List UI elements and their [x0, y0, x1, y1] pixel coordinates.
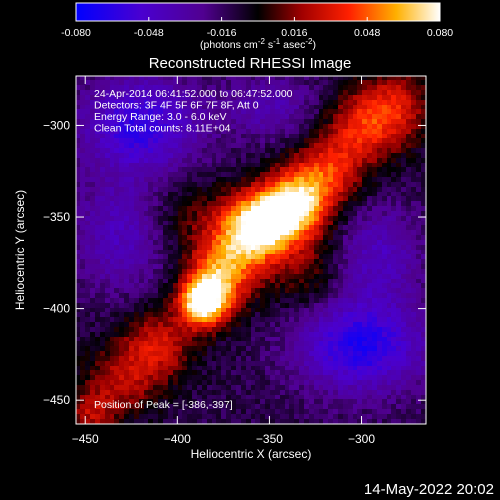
colorbar-tick-label: 0.080	[427, 27, 453, 39]
unit-text: s	[265, 39, 273, 51]
y-tick-label: −350	[43, 210, 70, 224]
unit-text: (photons cm	[200, 39, 258, 51]
footer-date: 14-May-2022 20:02	[363, 481, 494, 498]
chart-title: Reconstructed RHESSI Image	[149, 55, 352, 72]
x-tick-label: −300	[348, 432, 375, 446]
annotations: 24-Apr-2014 06:41:52.000 to 06:47:52.000…	[94, 88, 293, 135]
colorbar: -0.080 -0.048 -0.016 0.016 0.048 0.080 (photo…	[61, 2, 453, 51]
unit-exponent: -1	[273, 37, 281, 46]
x-tick-label: −400	[164, 432, 191, 446]
unit-text: )	[312, 39, 316, 51]
colorbar-tick-label: -0.080	[61, 27, 91, 39]
colorbar-tick-label: 0.048	[354, 27, 380, 39]
x-tick-label: −350	[256, 432, 283, 446]
peak-position-label: Position of Peak = [-386,-397]	[94, 399, 233, 411]
annotation-line: 24-Apr-2014 06:41:52.000 to 06:47:52.000	[94, 88, 293, 100]
annotation-line: Energy Range: 3.0 - 6.0 keV	[94, 111, 227, 123]
axis-ticks: −450 −400 −350 −300 −450 −400 −350 −300	[43, 76, 426, 446]
colorbar-tick-label: 0.016	[281, 27, 307, 39]
x-axis-label: Heliocentric X (arcsec)	[191, 447, 312, 461]
colorbar-ticks: -0.080 -0.048 -0.016 0.016 0.048 0.080	[61, 17, 453, 39]
colorbar-tick-label: -0.048	[134, 27, 164, 39]
annotation-line: Detectors: 3F 4F 5F 6F 7F 8F, Att 0	[94, 100, 259, 112]
y-tick-label: −400	[43, 302, 70, 316]
colorbar-tick-label: -0.016	[207, 27, 237, 39]
unit-exponent: -2	[258, 37, 266, 46]
plot-area: −450 −400 −350 −300 −450 −400 −350 −300 24-Apr-…	[43, 75, 427, 446]
x-tick-label: −450	[72, 432, 99, 446]
heatmap-image	[76, 76, 426, 424]
unit-text: asec	[280, 39, 305, 51]
colorbar-unit: (photons cm-2 s-1 asec-2)	[200, 37, 316, 51]
annotation-line: Clean Total counts: 8.11E+04	[94, 123, 231, 135]
y-tick-label: −450	[43, 393, 70, 407]
plot-frame	[75, 75, 427, 425]
colorbar-gradient	[75, 2, 441, 22]
y-tick-label: −300	[43, 118, 70, 132]
unit-exponent: -2	[305, 37, 313, 46]
y-axis-label: Heliocentric Y (arcsec)	[13, 190, 27, 310]
